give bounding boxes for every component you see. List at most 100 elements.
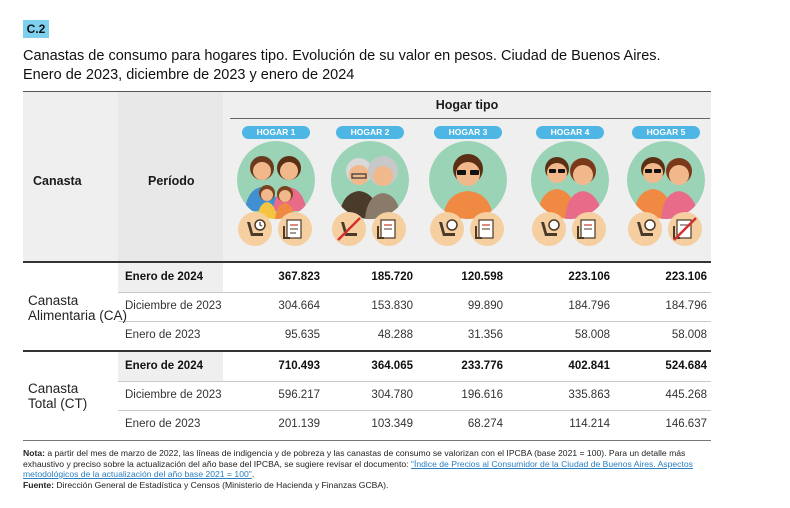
prohibited-document-icon bbox=[668, 212, 702, 246]
single-man-icon bbox=[429, 141, 507, 219]
fuente-text: Dirección General de Estadística y Censo… bbox=[54, 479, 389, 490]
value-cell: 304.664 bbox=[278, 300, 320, 312]
prohibited-baby-seat-icon bbox=[332, 212, 366, 246]
nota-label: Nota: bbox=[23, 448, 45, 458]
value-cell: 364.065 bbox=[371, 360, 413, 372]
periodo-header-cell bbox=[118, 92, 223, 262]
hogar-4-header: HOGAR 4 bbox=[522, 120, 618, 260]
hogar-3-header: HOGAR 3 bbox=[420, 120, 516, 260]
row-separator bbox=[118, 410, 711, 411]
table-top-rule bbox=[23, 91, 711, 92]
family-four-icon bbox=[237, 141, 315, 219]
period-cell: Enero de 2023 bbox=[125, 329, 201, 341]
hogar-5-label: HOGAR 5 bbox=[632, 126, 700, 139]
period-cell: Enero de 2024 bbox=[125, 271, 203, 283]
value-cell: 184.796 bbox=[665, 300, 707, 312]
value-cell: 445.268 bbox=[665, 389, 707, 401]
value-cell: 596.217 bbox=[278, 389, 320, 401]
value-cell: 304.780 bbox=[371, 389, 413, 401]
group-label-line: Canasta bbox=[28, 293, 79, 308]
table-id-badge: C.2 bbox=[23, 20, 49, 38]
group-label-line: Total (CT) bbox=[28, 396, 88, 411]
couple-icon bbox=[627, 141, 705, 219]
group-label-ct: Canasta Total (CT) bbox=[28, 381, 87, 411]
value-cell: 223.106 bbox=[665, 271, 707, 283]
nota-text: a partir del mes de marzo de 2022, las l… bbox=[23, 448, 686, 469]
hogar-1-header: HOGAR 1 bbox=[228, 120, 324, 260]
document-link[interactable]: "Índice de Precios al Consumidor de la C… bbox=[23, 458, 693, 480]
value-cell: 120.598 bbox=[461, 271, 503, 283]
value-cell: 58.008 bbox=[671, 329, 707, 341]
periodo-cell-bg bbox=[118, 263, 223, 293]
periodo-column-header: Período bbox=[148, 174, 195, 188]
nota-paragraph: Nota: a partir del mes de marzo de 2022,… bbox=[23, 448, 723, 480]
value-cell: 223.106 bbox=[568, 271, 610, 283]
period-cell: Diciembre de 2023 bbox=[125, 300, 222, 312]
footnote: Nota: a partir del mes de marzo de 2022,… bbox=[23, 448, 723, 490]
period-cell: Enero de 2023 bbox=[125, 418, 201, 430]
row-separator bbox=[118, 321, 711, 322]
value-cell: 201.139 bbox=[278, 418, 320, 430]
value-cell: 48.288 bbox=[377, 329, 413, 341]
value-cell: 233.776 bbox=[461, 360, 503, 372]
value-cell: 710.493 bbox=[278, 360, 320, 372]
hogar-3-icons bbox=[428, 212, 508, 248]
period-cell: Enero de 2024 bbox=[125, 360, 203, 372]
value-cell: 31.356 bbox=[467, 329, 503, 341]
baby-seat-icon bbox=[628, 212, 662, 246]
hogar-4-label: HOGAR 4 bbox=[536, 126, 604, 139]
hogar-2-header: HOGAR 2 bbox=[322, 120, 418, 260]
value-cell: 114.214 bbox=[569, 418, 610, 430]
hogar-5-icons bbox=[626, 212, 706, 248]
group-label-line: Canasta bbox=[28, 381, 79, 396]
hogar-2-icons bbox=[330, 212, 410, 248]
canasta-column-header: Canasta bbox=[33, 174, 82, 188]
hogar-3-label: HOGAR 3 bbox=[434, 126, 502, 139]
baby-seat-icon bbox=[430, 212, 464, 246]
title-line-2: Enero de 2023, diciembre de 2023 y enero… bbox=[23, 67, 355, 83]
hogar-4-icons bbox=[530, 212, 610, 248]
title-line-1: Canastas de consumo para hogares tipo. E… bbox=[23, 48, 661, 64]
fuente-paragraph: Fuente: Dirección General de Estadística… bbox=[23, 480, 723, 491]
table-bottom-rule bbox=[23, 440, 711, 441]
value-cell: 146.637 bbox=[665, 418, 707, 430]
hogar-5-header: HOGAR 5 bbox=[618, 120, 714, 260]
baby-seat-icon bbox=[532, 212, 566, 246]
group-separator-ca bbox=[23, 261, 711, 263]
row-separator bbox=[118, 381, 711, 382]
elderly-couple-icon bbox=[331, 141, 409, 219]
value-cell: 185.720 bbox=[371, 271, 413, 283]
value-cell: 196.616 bbox=[461, 389, 503, 401]
hogar-tipo-rule bbox=[230, 118, 710, 119]
nota-end: . bbox=[251, 469, 255, 479]
document-icon bbox=[372, 212, 406, 246]
period-cell: Diciembre de 2023 bbox=[125, 389, 222, 401]
value-cell: 58.008 bbox=[574, 329, 610, 341]
table-title: Canastas de consumo para hogares tipo. E… bbox=[23, 47, 763, 85]
periodo-cell-bg bbox=[118, 352, 223, 382]
value-cell: 184.796 bbox=[568, 300, 610, 312]
group-separator-ct bbox=[23, 350, 711, 352]
value-cell: 103.349 bbox=[371, 418, 413, 430]
value-cell: 95.635 bbox=[284, 329, 320, 341]
value-cell: 335.863 bbox=[568, 389, 610, 401]
fuente-label: Fuente: bbox=[23, 479, 55, 490]
value-cell: 402.841 bbox=[568, 360, 610, 372]
hogar-1-label: HOGAR 1 bbox=[242, 126, 310, 139]
value-cell: 153.830 bbox=[371, 300, 413, 312]
document-icon bbox=[470, 212, 504, 246]
value-cell: 99.890 bbox=[467, 300, 503, 312]
value-cell: 68.274 bbox=[467, 418, 503, 430]
hogar-tipo-header: Hogar tipo bbox=[435, 98, 499, 112]
document-icon bbox=[278, 212, 312, 246]
group-label-line: Alimentaria (CA) bbox=[28, 308, 128, 323]
document-icon bbox=[572, 212, 606, 246]
baby-seat-icon bbox=[238, 212, 272, 246]
hogar-2-label: HOGAR 2 bbox=[336, 126, 404, 139]
group-label-ca: Canasta Alimentaria (CA) bbox=[28, 293, 127, 323]
value-cell: 367.823 bbox=[278, 271, 320, 283]
row-separator bbox=[118, 292, 711, 293]
couple-icon bbox=[531, 141, 609, 219]
hogar-1-icons bbox=[236, 212, 316, 248]
value-cell: 524.684 bbox=[665, 360, 707, 372]
